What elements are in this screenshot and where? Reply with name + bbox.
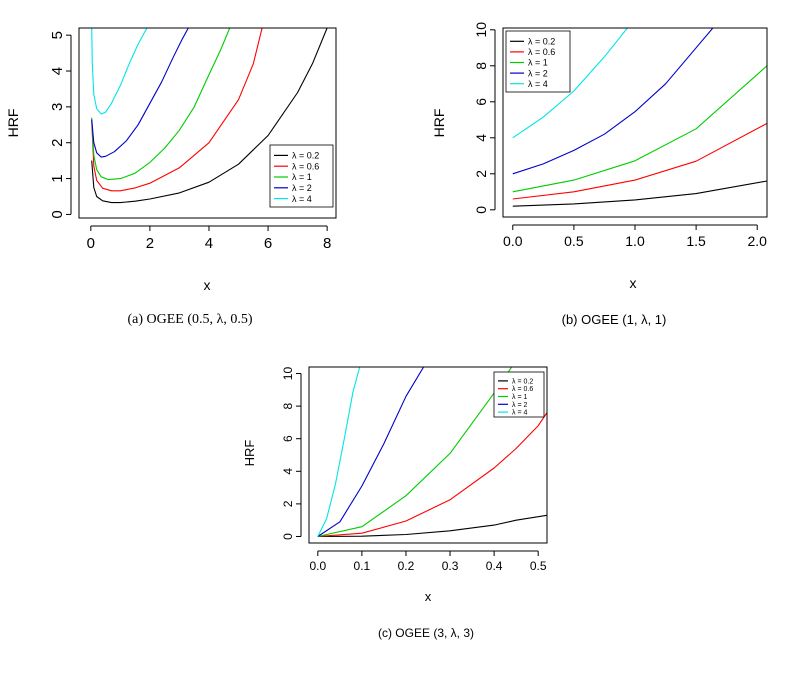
legend-box bbox=[493, 371, 545, 418]
y-tick-label: 0 bbox=[49, 210, 66, 218]
legend: λ = 0.2λ = 0.6λ = 1λ = 2λ = 4 bbox=[269, 144, 334, 208]
y-tick-label: 8 bbox=[281, 402, 295, 409]
x-tick-label: 0.5 bbox=[564, 233, 584, 249]
y-tick-label: 4 bbox=[49, 67, 66, 75]
legend-label: λ = 0.2 bbox=[292, 151, 319, 161]
series-line-1 bbox=[317, 412, 547, 538]
y-tick-label: 1 bbox=[49, 174, 66, 182]
series-line-0 bbox=[91, 28, 328, 204]
series-line-4 bbox=[317, 367, 361, 537]
x-tick-label: 2.0 bbox=[747, 233, 767, 249]
x-tick-label: 0.0 bbox=[309, 559, 326, 573]
legend-label: λ = 4 bbox=[528, 79, 548, 89]
x-axis-title: x bbox=[425, 589, 432, 604]
y-tick-label: 2 bbox=[473, 170, 489, 178]
legend: λ = 0.2λ = 0.6λ = 1λ = 2λ = 4 bbox=[493, 371, 545, 418]
legend-label: λ = 2 bbox=[512, 402, 527, 409]
series-line-3 bbox=[317, 367, 425, 537]
series-line-1 bbox=[91, 28, 263, 192]
legend-label: λ = 4 bbox=[292, 194, 312, 204]
y-tick-label: 4 bbox=[473, 134, 489, 142]
series-line-4 bbox=[512, 28, 629, 139]
x-tick-label: 1.5 bbox=[686, 233, 706, 249]
y-tick-label: 4 bbox=[281, 468, 295, 475]
chart-panel-a: 0 2 4 6 8 0 1 2 3 4 5 x HRF λ = 0.2λ = 0.6λ = 1λ = 2λ… bbox=[5, 27, 337, 327]
x-tick-label: 8 bbox=[323, 235, 331, 252]
legend: λ = 0.2λ = 0.6λ = 1λ = 2λ = 4 bbox=[505, 30, 571, 93]
legend-label: λ = 1 bbox=[528, 58, 548, 68]
legend-label: λ = 0.6 bbox=[528, 47, 555, 57]
legend-label: λ = 2 bbox=[528, 68, 548, 78]
x-tick-label: 2 bbox=[146, 235, 154, 252]
x-tick-label: 0.0 bbox=[503, 233, 523, 249]
plot-frame bbox=[502, 27, 768, 218]
x-axis-title: x bbox=[630, 275, 637, 291]
series-line-3 bbox=[91, 28, 189, 158]
legend-label: λ = 0.6 bbox=[512, 386, 533, 393]
x-tick-label: 0.1 bbox=[354, 559, 371, 573]
series-line-2 bbox=[512, 65, 767, 193]
x-tick-label: 4 bbox=[205, 235, 213, 252]
x-tick-label: 0.3 bbox=[442, 559, 459, 573]
chart-panel-b: 0.0 0.5 1.0 1.5 2.0 0 2 4 6 8 10 x HRF λ = 0.2λ = 0.6… bbox=[431, 22, 768, 327]
series-line-3 bbox=[512, 28, 714, 175]
x-axis-title: x bbox=[204, 277, 211, 293]
series-line-2 bbox=[91, 28, 231, 181]
series-group bbox=[91, 28, 328, 204]
legend-label: λ = 1 bbox=[512, 394, 527, 401]
y-tick-label: 10 bbox=[281, 367, 295, 381]
x-tick-label: 6 bbox=[264, 235, 272, 252]
legend-label: λ = 4 bbox=[512, 410, 527, 417]
y-tick-label: 0 bbox=[473, 206, 489, 214]
y-tick-label: 3 bbox=[49, 103, 66, 111]
plot-frame bbox=[78, 27, 337, 219]
legend-label: λ = 0.2 bbox=[528, 36, 555, 46]
y-tick-label: 5 bbox=[49, 31, 66, 39]
y-tick-label: 8 bbox=[473, 62, 489, 70]
series-line-0 bbox=[512, 180, 767, 207]
y-tick-label: 6 bbox=[281, 435, 295, 442]
x-tick-label: 0.2 bbox=[398, 559, 415, 573]
y-axis-title: HRF bbox=[431, 109, 447, 138]
legend-label: λ = 0.2 bbox=[512, 378, 533, 385]
legend-label: λ = 0.6 bbox=[292, 161, 319, 171]
y-axis-title: HRF bbox=[242, 440, 257, 467]
x-tick-label: 0.4 bbox=[486, 559, 503, 573]
x-tick-label: 1.0 bbox=[625, 233, 645, 249]
panel-caption: (b) OGEE (1, λ, 1) bbox=[562, 312, 667, 327]
legend-label: λ = 1 bbox=[292, 172, 312, 182]
series-line-1 bbox=[512, 122, 767, 200]
series-line-4 bbox=[91, 28, 148, 115]
y-tick-label: 6 bbox=[473, 98, 489, 106]
y-tick-label: 0 bbox=[281, 533, 295, 540]
series-group bbox=[512, 28, 767, 207]
x-tick-label: 0 bbox=[87, 235, 95, 252]
panel-caption: (c) OGEE (3, λ, 3) bbox=[378, 626, 474, 640]
series-line-0 bbox=[317, 514, 547, 538]
x-tick-label: 0.5 bbox=[530, 559, 547, 573]
plot-frame bbox=[308, 366, 548, 544]
y-tick-label: 2 bbox=[49, 139, 66, 147]
panel-caption: (a) OGEE (0.5, λ, 0.5) bbox=[128, 312, 253, 327]
y-tick-label: 2 bbox=[281, 500, 295, 507]
y-axis-title: HRF bbox=[5, 109, 21, 138]
y-tick-label: 10 bbox=[473, 22, 489, 38]
legend-label: λ = 2 bbox=[292, 183, 312, 193]
